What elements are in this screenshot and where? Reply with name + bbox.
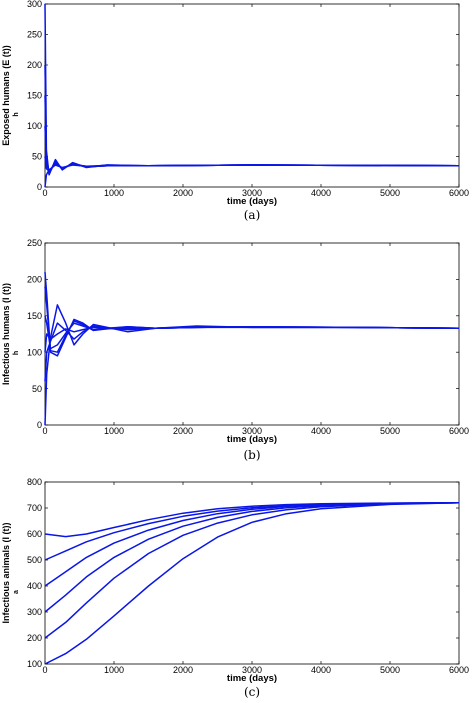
series-line (44, 64, 460, 175)
plot-frame (44, 3, 460, 188)
x-axis-label: time (days) (227, 673, 277, 684)
y-tick-label: 300 (27, 607, 42, 617)
x-tick-label: 5000 (380, 665, 400, 675)
x-axis-label: time (days) (227, 434, 277, 445)
plot-frame (44, 242, 460, 426)
x-tick-label: 1000 (104, 665, 124, 675)
series-line (44, 286, 460, 353)
y-tick-label: 100 (27, 121, 42, 131)
x-tick-label: 0 (42, 426, 47, 436)
y-axis-label-subscript: a (13, 590, 20, 594)
x-tick-label: 5000 (380, 426, 400, 436)
x-tick-label: 2000 (173, 665, 193, 675)
y-axis-label: Infectious animals (I (t)) (1, 522, 11, 623)
x-tick-label: 2000 (173, 426, 193, 436)
y-tick-label: 200 (27, 60, 42, 70)
y-tick-label: 50 (32, 152, 42, 162)
y-axis-label-subscript: h (13, 112, 20, 116)
x-tick-label: 2000 (173, 188, 193, 198)
x-tick-label: 5000 (380, 188, 400, 198)
x-tick-label: 6000 (449, 665, 469, 675)
y-tick-label: 250 (27, 238, 42, 248)
series-line (44, 156, 460, 172)
x-tick-label: 1000 (104, 188, 124, 198)
y-tick-label: 200 (27, 275, 42, 285)
y-tick-label: 600 (27, 529, 42, 539)
y-tick-label: 250 (27, 30, 42, 40)
panel-caption: (a) (244, 208, 261, 222)
y-tick-label: 400 (27, 581, 42, 591)
x-tick-label: 4000 (311, 665, 331, 675)
series-line (44, 304, 460, 426)
y-tick-label: 300 (27, 0, 42, 9)
x-tick-label: 1000 (104, 426, 124, 436)
y-tick-label: 100 (27, 347, 42, 357)
panel-caption: (b) (243, 448, 260, 462)
y-tick-label: 700 (27, 503, 42, 513)
y-tick-label: 800 (27, 477, 42, 487)
x-tick-label: 3000 (242, 188, 262, 198)
series-line (44, 502, 460, 613)
x-tick-label: 4000 (311, 426, 331, 436)
panel-caption: (c) (244, 685, 260, 699)
x-axis-label: time (days) (227, 196, 277, 207)
x-tick-label: 0 (42, 665, 47, 675)
x-tick-label: 3000 (242, 665, 262, 675)
series-line (44, 3, 460, 176)
y-axis-label-subscript: h (13, 351, 20, 355)
x-tick-label: 3000 (242, 426, 262, 436)
x-tick-label: 0 (42, 188, 47, 198)
series-line (44, 326, 460, 353)
y-tick-label: 500 (27, 555, 42, 565)
series-line (44, 315, 460, 350)
y-tick-label: 200 (27, 633, 42, 643)
series-line (44, 272, 460, 357)
y-axis-label: Exposed humans (E (t)) (1, 45, 11, 146)
y-tick-label: 50 (32, 384, 42, 394)
y-tick-label: 0 (37, 420, 42, 430)
x-tick-label: 6000 (449, 426, 469, 436)
y-tick-label: 150 (27, 311, 42, 321)
series-line (44, 502, 460, 639)
series-line (44, 95, 460, 174)
series-line (44, 502, 460, 665)
x-tick-label: 4000 (311, 188, 331, 198)
y-tick-label: 100 (27, 659, 42, 669)
y-tick-label: 0 (37, 182, 42, 192)
series-line (44, 164, 460, 188)
x-tick-label: 6000 (449, 188, 469, 198)
y-tick-label: 150 (27, 91, 42, 101)
series-line (44, 322, 460, 382)
y-axis-label: Infectious humans (I (t)) (1, 283, 11, 385)
